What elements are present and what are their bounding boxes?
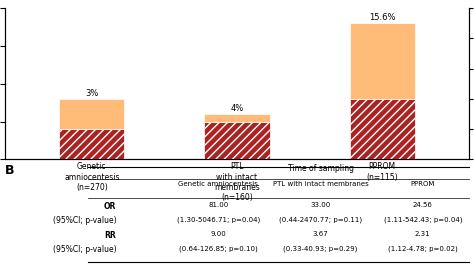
Text: (0.64-126.85; p=0.10): (0.64-126.85; p=0.10) bbox=[179, 245, 258, 252]
Text: B: B bbox=[5, 164, 14, 177]
Text: (95%CI; p-value): (95%CI; p-value) bbox=[53, 245, 116, 254]
Text: 4%: 4% bbox=[230, 104, 244, 113]
Text: PTL with intact membranes: PTL with intact membranes bbox=[273, 181, 368, 187]
Bar bbox=[204, 114, 270, 122]
Text: 33.00: 33.00 bbox=[310, 202, 331, 208]
Text: 3.67: 3.67 bbox=[313, 231, 328, 237]
Text: PPROM: PPROM bbox=[410, 181, 435, 187]
Text: 2.31: 2.31 bbox=[415, 231, 430, 237]
Text: 24.56: 24.56 bbox=[413, 202, 433, 208]
Text: (1.30-5046.71; p=0.04): (1.30-5046.71; p=0.04) bbox=[177, 216, 260, 223]
Text: 9.00: 9.00 bbox=[210, 231, 226, 237]
Text: (0.33-40.93; p=0.29): (0.33-40.93; p=0.29) bbox=[283, 245, 358, 252]
Bar bbox=[59, 129, 125, 159]
Text: RR: RR bbox=[104, 231, 116, 240]
Text: Time of sampling: Time of sampling bbox=[288, 164, 354, 173]
Text: 3%: 3% bbox=[85, 89, 99, 98]
Text: 15.6%: 15.6% bbox=[369, 13, 395, 22]
Bar bbox=[349, 23, 415, 99]
Bar bbox=[204, 122, 270, 159]
Text: (1.11-542.43; p=0.04): (1.11-542.43; p=0.04) bbox=[383, 216, 462, 223]
Text: 81.00: 81.00 bbox=[208, 202, 228, 208]
Bar bbox=[349, 99, 415, 159]
Text: OR: OR bbox=[104, 202, 116, 211]
Bar bbox=[59, 99, 125, 129]
Text: (95%CI; p-value): (95%CI; p-value) bbox=[53, 216, 116, 225]
Text: (1.12-4.78; p=0.02): (1.12-4.78; p=0.02) bbox=[388, 245, 458, 252]
Text: Genetic amniocentesis: Genetic amniocentesis bbox=[179, 181, 258, 187]
Text: (0.44-2470.77; p=0.11): (0.44-2470.77; p=0.11) bbox=[279, 216, 362, 223]
